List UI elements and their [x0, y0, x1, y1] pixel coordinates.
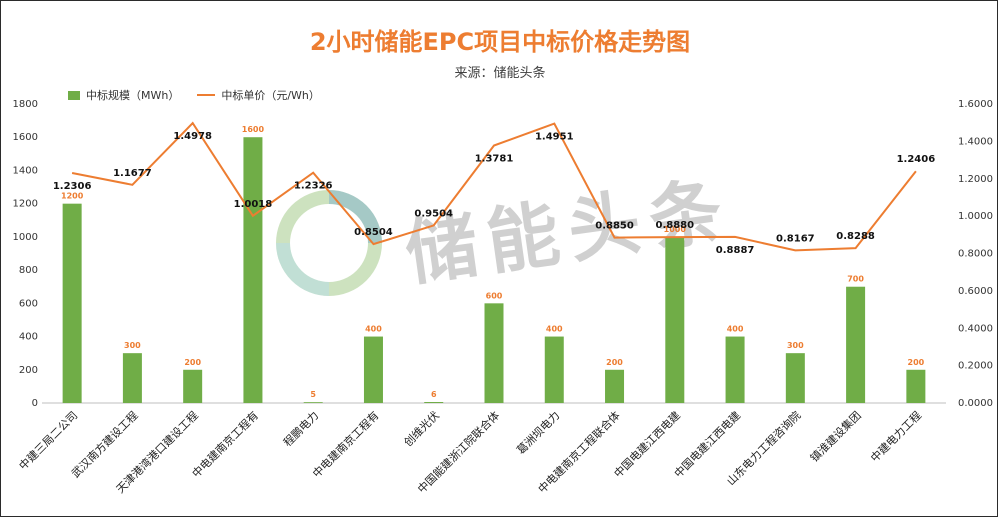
- price-value-label: 1.2326: [294, 181, 333, 192]
- bar-value-label: 700: [847, 275, 864, 284]
- bar-value-label: 400: [727, 325, 744, 334]
- bar: [303, 402, 323, 403]
- right-axis-tick-label: 1.6000: [958, 99, 993, 110]
- watermark-logo-icon: [276, 190, 382, 296]
- bar: [665, 236, 685, 403]
- price-value-label: 1.2306: [53, 181, 92, 192]
- price-value-label: 1.4951: [535, 132, 574, 143]
- price-value-label: 0.8504: [354, 227, 393, 238]
- bar-value-label: 300: [787, 341, 804, 350]
- bar: [906, 369, 926, 403]
- bar-value-label: 400: [365, 325, 382, 334]
- price-value-label: 0.8288: [836, 231, 875, 242]
- left-axis-tick-label: 1800: [13, 99, 38, 110]
- bar-value-label: 1600: [242, 125, 265, 134]
- legend-bar-label: 中标规模（MWh）: [86, 89, 180, 102]
- bar: [785, 353, 805, 403]
- bar-value-label: 200: [606, 358, 623, 367]
- right-axis-tick-label: 1.2000: [958, 174, 993, 185]
- bar-value-label: 400: [546, 325, 563, 334]
- legend-line-label: 中标单价（元/Wh）: [221, 89, 320, 102]
- bar: [122, 353, 142, 403]
- left-axis-tick-label: 1000: [13, 232, 38, 243]
- legend-line-swatch: [197, 94, 216, 96]
- right-axis-tick-label: 0.2000: [958, 361, 993, 372]
- price-value-label: 0.9504: [414, 208, 453, 219]
- price-value-label: 1.4978: [173, 131, 212, 142]
- bar: [846, 286, 866, 403]
- price-value-label: 1.0018: [234, 199, 273, 210]
- right-axis-tick-label: 1.4000: [958, 136, 993, 147]
- bar-value-label: 5: [310, 390, 316, 399]
- left-axis-tick-label: 1200: [13, 199, 38, 210]
- bar: [605, 369, 625, 403]
- right-axis-tick-label: 1.0000: [958, 211, 993, 222]
- right-axis-tick-label: 0.8000: [958, 249, 993, 260]
- legend: 中标规模（MWh） 中标单价（元/Wh）: [68, 87, 320, 103]
- price-value-label: 0.8850: [595, 221, 634, 232]
- left-axis-tick-label: 200: [19, 365, 38, 376]
- right-axis-tick-label: 0.6000: [958, 286, 993, 297]
- price-value-label: 0.8880: [656, 220, 695, 231]
- bar: [544, 336, 564, 403]
- category-label: 创维光伏: [401, 408, 442, 449]
- price-series-line: [71, 121, 917, 252]
- category-label: 程鹏电力: [281, 409, 321, 449]
- price-value-label: 1.1677: [113, 168, 152, 179]
- left-axis-tick-label: 1600: [13, 132, 38, 143]
- bar-value-label: 200: [184, 358, 201, 367]
- bar: [725, 336, 745, 403]
- bar-value-label: 6: [431, 390, 437, 399]
- chart-title: 2小时储能EPC项目中标价格走势图: [309, 28, 691, 56]
- bar-value-label: 200: [908, 358, 925, 367]
- bar-value-label: 1000: [664, 225, 687, 234]
- right-axis-tick-label: 0.0000: [958, 398, 993, 409]
- legend-bar-swatch: [68, 90, 80, 100]
- bar: [424, 402, 444, 403]
- chart-subtitle: 来源：储能头条: [454, 66, 546, 81]
- category-label: 镇淮建设集团: [807, 408, 864, 465]
- left-axis-tick-label: 400: [19, 332, 38, 343]
- bar: [243, 137, 263, 403]
- price-value-label: 1.3781: [475, 153, 514, 164]
- bar-value-label: 1200: [61, 192, 84, 201]
- right-axis-tick-label: 0.4000: [958, 323, 993, 334]
- bar-value-label: 600: [486, 291, 503, 300]
- bar-value-label: 300: [124, 341, 141, 350]
- category-label: 葛洲坝电力: [514, 408, 563, 457]
- category-label: 中建电力工程: [867, 408, 924, 465]
- category-label: 中建三局二公司: [16, 408, 80, 472]
- bar: [183, 369, 203, 403]
- left-axis-tick-label: 1400: [13, 165, 38, 176]
- bar: [62, 203, 82, 403]
- price-value-label: 0.8887: [716, 245, 755, 256]
- left-axis-tick-label: 0: [32, 398, 38, 409]
- bar: [363, 336, 383, 403]
- left-axis-tick-label: 800: [19, 265, 38, 276]
- price-value-label: 1.2406: [897, 154, 936, 165]
- left-axis-tick-label: 600: [19, 298, 38, 309]
- bar: [484, 303, 504, 403]
- price-value-label: 0.8167: [776, 233, 815, 244]
